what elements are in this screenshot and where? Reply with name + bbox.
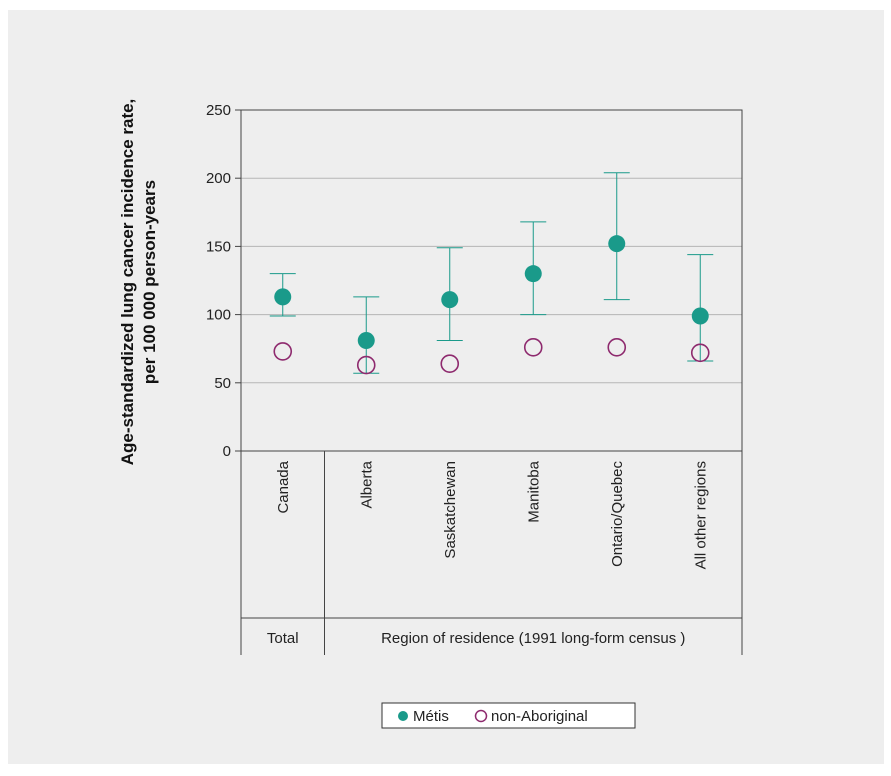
figure-panel [8, 10, 884, 764]
point-non-aboriginal [273, 342, 293, 361]
y-tick-label: 100 [206, 307, 231, 324]
point-non-aboriginal [690, 343, 710, 363]
x-tick-label: Manitoba [525, 460, 542, 522]
y-tick-label: 200 [206, 170, 231, 187]
data-points [273, 235, 710, 375]
x-group-label: Region of residence (1991 long-form cens… [381, 630, 685, 647]
y-tick-label: 0 [223, 443, 231, 460]
point-metis [608, 235, 626, 253]
error-bars [269, 172, 714, 374]
y-tick-label: 150 [206, 238, 231, 255]
point-metis [357, 332, 375, 350]
legend-non-aboriginal-marker [474, 709, 488, 723]
x-tick-label: Saskatchewan [442, 461, 459, 559]
y-axis-ticks: 0 50 100 150 200 250 [206, 102, 241, 460]
point-metis [691, 307, 709, 325]
point-metis [524, 265, 542, 283]
legend-metis-label: Métis [413, 708, 449, 725]
point-non-aboriginal [523, 338, 543, 357]
x-axis: Canada Alberta Saskatchewan Manitoba Ontario… [240, 451, 743, 655]
y-tick-label: 50 [214, 375, 231, 392]
legend-non-aboriginal-label: non-Aboriginal [491, 708, 588, 725]
grid-lines [241, 177, 742, 384]
point-metis [441, 291, 459, 309]
plot-area-frame [240, 109, 743, 452]
legend: Métis non-Aboriginal [381, 702, 636, 729]
y-axis-label-line2: per 100 000 person-years [140, 180, 159, 384]
y-axis-label-line1: Age-standardized lung cancer incidence r… [118, 99, 137, 466]
x-group-label: Total [267, 630, 299, 647]
point-non-aboriginal [356, 355, 376, 375]
point-non-aboriginal [607, 338, 627, 357]
x-tick-label: Canada [275, 460, 292, 513]
x-tick-label: All other regions [692, 461, 709, 569]
legend-box [381, 702, 636, 729]
point-metis [274, 288, 292, 306]
x-tick-label: Alberta [358, 460, 375, 508]
legend-metis-marker [398, 711, 408, 721]
y-tick-label: 250 [206, 102, 231, 119]
point-non-aboriginal [440, 354, 460, 374]
x-tick-label: Ontario/Quebec [609, 461, 626, 567]
